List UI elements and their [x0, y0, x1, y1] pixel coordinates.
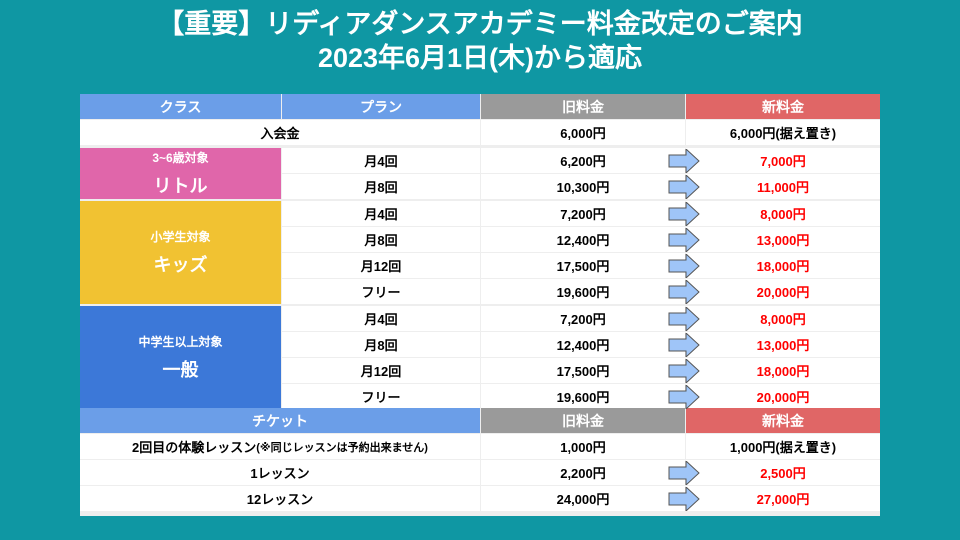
- old-price: 7,200円: [481, 201, 685, 226]
- plan-name: 月4回: [282, 148, 480, 173]
- old-price: 19,600円: [481, 384, 685, 409]
- ticket-header-new: 新料金: [686, 408, 880, 433]
- header-plan: プラン: [282, 94, 480, 119]
- right-arrow-icon: [668, 202, 700, 226]
- new-price: 13,000円: [686, 227, 880, 252]
- right-arrow-icon: [668, 385, 700, 409]
- price-table: クラス プラン 旧料金 新料金 入会金 6,000円 6,000円(据え置き) 3~6歳対象リ…: [80, 94, 880, 516]
- ticket-old-price: 1,000円: [481, 434, 685, 459]
- plan-name: 月12回: [282, 253, 480, 278]
- class-label: 中学生以上対象 一般: [80, 306, 281, 409]
- class-target: 中学生以上対象: [138, 335, 223, 349]
- ticket-label: 12レッスン: [80, 486, 480, 511]
- header-old-price: 旧料金: [481, 94, 685, 119]
- ticket-label: 1レッスン: [80, 460, 480, 485]
- ticket-new-price: 2,500円: [686, 460, 880, 485]
- entry-fee-label: 入会金: [80, 120, 480, 145]
- plan-name: 月4回: [282, 306, 480, 331]
- new-price: 20,000円: [686, 384, 880, 409]
- right-arrow-icon: [668, 461, 700, 485]
- plan-name: 月4回: [282, 201, 480, 226]
- plan-name: 月8回: [282, 174, 480, 199]
- ticket-old-price: 24,000円: [481, 486, 685, 511]
- ticket-new-price: 1,000円(据え置き): [686, 434, 880, 459]
- ticket-name: 12レッスン: [246, 492, 314, 507]
- old-price: 6,200円: [481, 148, 685, 173]
- ticket-old-price: 2,200円: [481, 460, 685, 485]
- right-arrow-icon: [668, 175, 700, 199]
- title-line1: 【重要】リディアダンスアカデミー料金改定のご案内: [157, 9, 803, 39]
- entry-fee-old: 6,000円: [481, 120, 685, 145]
- title-line2: 2023年6月1日(木)から適応: [317, 43, 643, 73]
- right-arrow-icon: [668, 228, 700, 252]
- class-target: 3~6歳対象: [152, 151, 209, 165]
- old-price: 19,600円: [481, 279, 685, 304]
- new-price: 7,000円: [686, 148, 880, 173]
- class-name: 一般: [162, 360, 199, 380]
- old-price: 7,200円: [481, 306, 685, 331]
- old-price: 12,400円: [481, 227, 685, 252]
- class-name: リトル: [153, 176, 208, 196]
- right-arrow-icon: [668, 359, 700, 383]
- right-arrow-icon: [668, 333, 700, 357]
- plan-name: 月12回: [282, 358, 480, 383]
- header-new-price: 新料金: [686, 94, 880, 119]
- plan-name: 月8回: [282, 332, 480, 357]
- new-price: 8,000円: [686, 201, 880, 226]
- entry-fee-new: 6,000円(据え置き): [686, 120, 880, 145]
- right-arrow-icon: [668, 254, 700, 278]
- plan-name: 月8回: [282, 227, 480, 252]
- ticket-name: 2回目の体験レッスン: [132, 440, 257, 455]
- old-price: 17,500円: [481, 253, 685, 278]
- right-arrow-icon: [668, 149, 700, 173]
- ticket-note: (※同じレッスンは予約出来ません): [256, 441, 428, 454]
- header-class: クラス: [80, 94, 281, 119]
- old-price: 12,400円: [481, 332, 685, 357]
- class-label: 3~6歳対象リトル: [80, 148, 281, 199]
- class-label: 小学生対象 キッズ: [80, 201, 281, 304]
- class-name: キッズ: [153, 255, 208, 275]
- new-price: 13,000円: [686, 332, 880, 357]
- new-price: 20,000円: [686, 279, 880, 304]
- right-arrow-icon: [668, 487, 700, 511]
- new-price: 11,000円: [686, 174, 880, 199]
- new-price: 18,000円: [686, 358, 880, 383]
- old-price: 17,500円: [481, 358, 685, 383]
- ticket-header: チケット: [80, 408, 480, 433]
- plan-name: フリー: [282, 279, 480, 304]
- right-arrow-icon: [668, 307, 700, 331]
- old-price: 10,300円: [481, 174, 685, 199]
- class-target: 小学生対象: [150, 230, 211, 244]
- right-arrow-icon: [668, 280, 700, 304]
- ticket-header-old: 旧料金: [481, 408, 685, 433]
- ticket-label: 2回目の体験レッスン (※同じレッスンは予約出来ません): [80, 434, 480, 459]
- new-price: 18,000円: [686, 253, 880, 278]
- ticket-new-price: 27,000円: [686, 486, 880, 511]
- ticket-name: 1レッスン: [250, 466, 310, 481]
- plan-name: フリー: [282, 384, 480, 409]
- new-price: 8,000円: [686, 306, 880, 331]
